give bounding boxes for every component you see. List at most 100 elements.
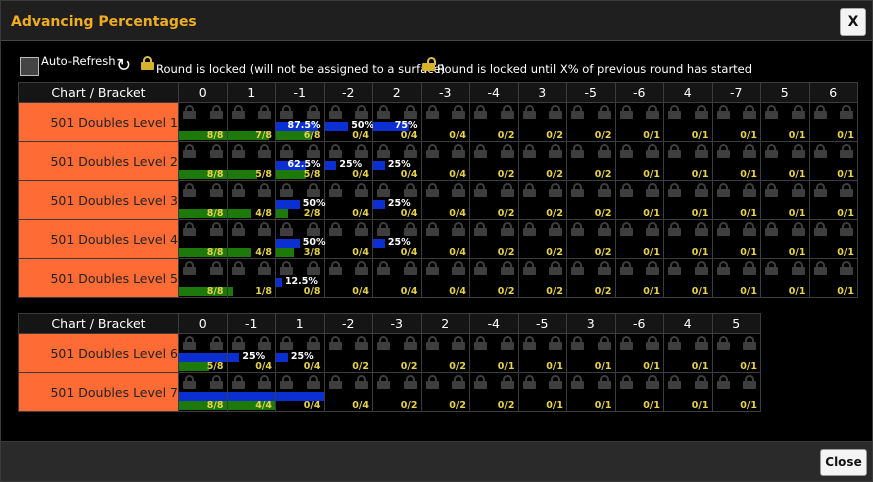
round-cell[interactable]: 4/4 [226, 372, 276, 412]
round-cell[interactable]: 8/8 [178, 180, 228, 220]
round-cell[interactable]: 25% 0/4 [372, 141, 422, 181]
round-cell[interactable]: 8/8 [178, 258, 228, 298]
bracket-name[interactable]: 501 Doubles Level 2 [18, 141, 179, 181]
bracket-name[interactable]: 501 Doubles Level 3 [18, 180, 179, 220]
round-cell[interactable]: 25% 0/4 [226, 333, 276, 373]
round-cell[interactable]: 75% 0/4 [372, 102, 422, 142]
round-cell[interactable]: 87.5% 6/8 [275, 102, 325, 142]
round-cell[interactable]: 0/1 [808, 219, 858, 259]
round-cell[interactable]: 0/1 [760, 258, 810, 298]
round-cell[interactable]: 25% 0/4 [372, 180, 422, 220]
round-cell[interactable]: 0/1 [566, 372, 616, 412]
round-cell[interactable]: 0/1 [760, 219, 810, 259]
round-cell[interactable]: 0/2 [469, 141, 519, 181]
round-cell[interactable]: 0/1 [663, 372, 713, 412]
round-cell[interactable]: 0/2 [517, 219, 567, 259]
round-cell[interactable]: 1/8 [226, 258, 276, 298]
round-cell[interactable]: 0/2 [566, 141, 616, 181]
round-cell[interactable]: 0/1 [760, 102, 810, 142]
round-cell[interactable]: 8/8 [178, 141, 228, 181]
round-cell[interactable]: 0/2 [517, 102, 567, 142]
round-cell[interactable]: 25% 0/4 [323, 141, 373, 181]
round-cell[interactable]: 0/1 [760, 141, 810, 181]
round-cell[interactable]: 0/1 [663, 219, 713, 259]
round-cell[interactable]: 0/1 [663, 102, 713, 142]
bracket-name[interactable]: 501 Doubles Level 4 [18, 219, 179, 259]
round-cell[interactable]: 25% 0/4 [372, 219, 422, 259]
round-cell[interactable]: 0/1 [711, 219, 761, 259]
round-cell[interactable]: 0/1 [663, 258, 713, 298]
round-cell[interactable]: 0/1 [808, 180, 858, 220]
round-cell[interactable]: 0/1 [663, 180, 713, 220]
round-cell[interactable]: 0/4 [323, 219, 373, 259]
round-cell[interactable]: 0/1 [808, 141, 858, 181]
round-cell[interactable]: 0/4 [275, 372, 325, 412]
round-cell[interactable]: 0/1 [614, 333, 664, 373]
round-cell[interactable]: 0/2 [469, 219, 519, 259]
round-cell[interactable]: 50% 3/8 [275, 219, 326, 259]
round-cell[interactable]: 0/4 [323, 258, 373, 298]
round-cell[interactable]: 0/2 [517, 180, 567, 220]
round-cell[interactable]: 0/1 [711, 180, 761, 220]
round-cell[interactable]: 0/4 [420, 141, 470, 181]
round-cell[interactable]: 0/1 [517, 372, 567, 412]
round-cell[interactable]: 0/2 [517, 141, 567, 181]
round-cell[interactable]: 0/1 [614, 102, 664, 142]
round-cell[interactable]: 0/1 [760, 180, 810, 220]
round-cell[interactable]: 0/1 [517, 333, 567, 373]
round-cell[interactable]: 0/4 [420, 219, 470, 259]
round-cell[interactable]: 0/2 [566, 180, 616, 220]
round-cell[interactable]: 12.5% 0/8 [275, 258, 325, 298]
round-cell[interactable]: 0/2 [517, 258, 567, 298]
round-cell[interactable]: 0/4 [323, 180, 373, 220]
round-cell[interactable]: 50% 2/8 [275, 180, 326, 220]
round-cell[interactable]: 0/1 [663, 141, 713, 181]
round-cell[interactable]: 0/2 [420, 372, 470, 412]
round-cell[interactable]: 0/1 [711, 258, 761, 298]
bracket-name[interactable]: 501 Doubles Level 6 [18, 333, 179, 373]
round-cell[interactable]: 0/1 [808, 102, 858, 142]
round-cell[interactable]: 0/1 [663, 333, 713, 373]
bracket-name[interactable]: 501 Doubles Level 5 [18, 258, 179, 298]
round-cell[interactable]: 0/1 [614, 219, 664, 259]
round-cell[interactable]: 0/4 [420, 180, 470, 220]
round-cell[interactable]: 0/2 [566, 258, 616, 298]
auto-refresh-checkbox[interactable] [20, 57, 39, 76]
bracket-name[interactable]: 501 Doubles Level 1 [18, 102, 179, 142]
round-cell[interactable]: 0/2 [469, 372, 519, 412]
round-cell[interactable]: 0/1 [614, 180, 664, 220]
round-cell[interactable]: 0/1 [711, 102, 761, 142]
round-cell[interactable]: 0/4 [420, 102, 470, 142]
close-x-button[interactable]: X [840, 8, 866, 36]
round-cell[interactable]: 0/2 [372, 333, 422, 373]
round-cell[interactable]: 0/4 [323, 372, 373, 412]
round-cell[interactable]: 0/2 [469, 102, 519, 142]
round-cell[interactable]: 25% 0/4 [275, 333, 325, 373]
round-cell[interactable]: 0/2 [469, 180, 519, 220]
round-cell[interactable]: 5/8 [178, 333, 228, 373]
round-cell[interactable]: 0/2 [420, 333, 470, 373]
round-cell[interactable]: 0/1 [711, 372, 761, 412]
round-cell[interactable]: 7/8 [226, 102, 276, 142]
round-cell[interactable]: 0/1 [469, 333, 519, 373]
round-cell[interactable]: 0/2 [566, 102, 616, 142]
close-button[interactable]: Close [820, 449, 867, 476]
round-cell[interactable]: 62.5% 5/8 [275, 141, 325, 181]
round-cell[interactable]: 4/8 [226, 219, 276, 259]
round-cell[interactable]: 0/2 [469, 258, 519, 298]
round-cell[interactable]: 0/1 [614, 372, 664, 412]
round-cell[interactable]: 5/8 [226, 141, 276, 181]
round-cell[interactable]: 0/2 [566, 219, 616, 259]
round-cell[interactable]: 0/2 [372, 372, 422, 412]
round-cell[interactable]: 0/4 [420, 258, 470, 298]
round-cell[interactable]: 8/8 [178, 219, 228, 259]
round-cell[interactable]: 0/1 [566, 333, 616, 373]
bracket-name[interactable]: 501 Doubles Level 7 [18, 372, 179, 412]
round-cell[interactable]: 0/1 [808, 258, 858, 298]
round-cell[interactable]: 8/8 [178, 372, 228, 412]
round-cell[interactable]: 0/4 [372, 258, 422, 298]
round-cell[interactable]: 4/8 [226, 180, 276, 220]
round-cell[interactable]: 8/8 [178, 102, 228, 142]
round-cell[interactable]: 50% 0/4 [323, 102, 374, 142]
round-cell[interactable]: 0/2 [323, 333, 373, 373]
